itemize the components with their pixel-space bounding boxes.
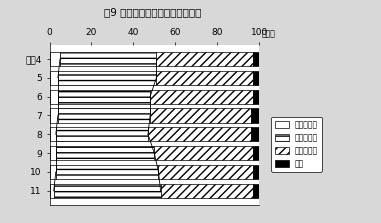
Bar xyxy=(50,146,56,160)
Bar xyxy=(161,184,253,198)
Bar xyxy=(253,165,259,179)
Bar xyxy=(253,52,259,66)
Bar xyxy=(50,165,56,179)
Bar xyxy=(50,108,58,122)
Bar xyxy=(150,108,251,122)
Bar xyxy=(251,127,259,141)
Bar xyxy=(50,90,58,104)
Bar xyxy=(251,108,259,122)
Bar xyxy=(253,71,259,85)
Bar xyxy=(50,52,60,66)
Bar xyxy=(50,184,54,198)
Bar xyxy=(58,71,157,85)
Bar xyxy=(56,165,158,179)
Bar xyxy=(50,127,56,141)
Bar xyxy=(157,71,253,85)
Bar xyxy=(54,184,161,198)
Bar xyxy=(157,52,253,66)
Bar xyxy=(154,146,253,160)
Text: （％）: （％） xyxy=(261,29,275,38)
Bar xyxy=(148,127,251,141)
Bar xyxy=(56,146,154,160)
Bar xyxy=(58,108,150,122)
Bar xyxy=(253,90,259,104)
Bar xyxy=(150,90,253,104)
Bar xyxy=(253,184,259,198)
Bar xyxy=(253,146,259,160)
Bar xyxy=(50,71,58,85)
Bar xyxy=(158,165,253,179)
Bar xyxy=(58,90,150,104)
Text: 囹9 産業別の就職割合（中学校）: 囹9 産業別の就職割合（中学校） xyxy=(104,7,201,17)
Legend: 第１次産業, 第２次産業, 第３次産業, 不詳: 第１次産業, 第２次産業, 第３次産業, 不詳 xyxy=(271,117,322,172)
Bar xyxy=(56,127,148,141)
Bar xyxy=(60,52,157,66)
